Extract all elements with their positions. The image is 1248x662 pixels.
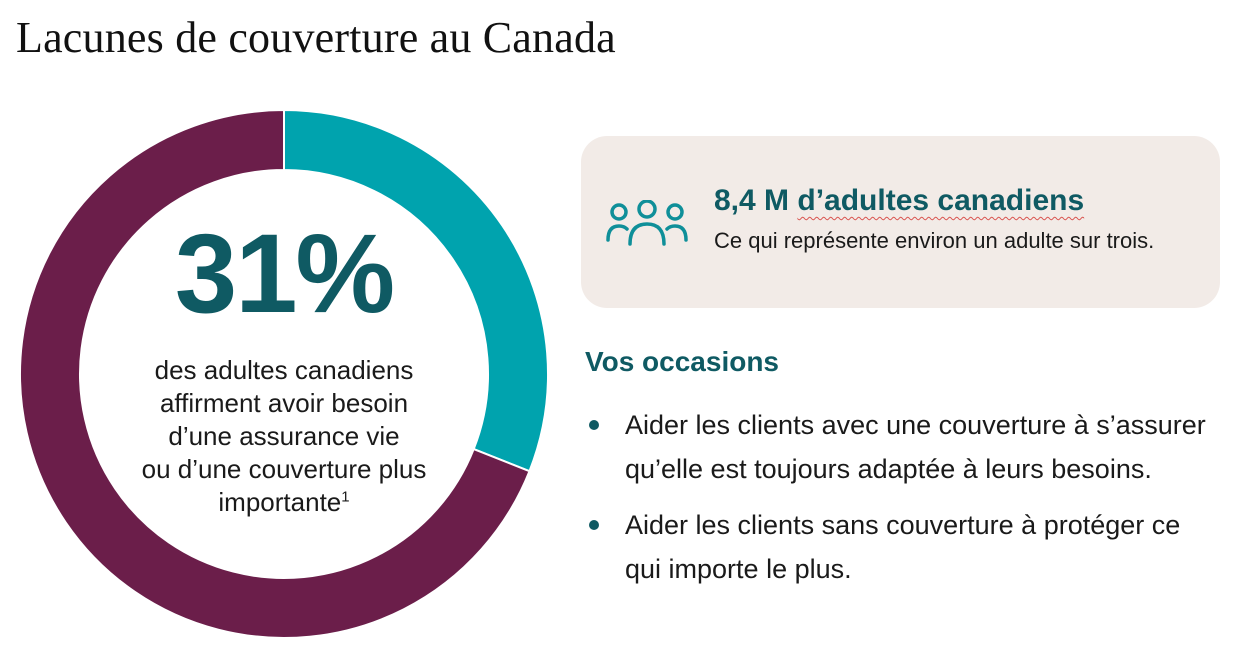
center-line-2: affirment avoir besoin: [159, 388, 409, 418]
donut-svg: [20, 110, 548, 638]
footnote-mark: 1: [341, 488, 350, 506]
stat-value: 8,4 M d’adultes canadiens: [714, 184, 1084, 218]
center-line-1: des adultes canadiens: [154, 355, 414, 385]
list-item-text: Aider les clients sans couverture à prot…: [625, 510, 1181, 584]
center-line-3: d’une assurance vie: [168, 421, 400, 451]
list-item-text: Aider les clients avec une couverture à …: [625, 410, 1206, 484]
center-line-5: importante: [218, 487, 342, 517]
bullet-icon: [589, 420, 599, 430]
list-item: Aider les clients sans couverture à prot…: [585, 503, 1215, 591]
stat-value-number: 8,4 M: [714, 184, 798, 217]
donut-center: 31% des adultes canadiens affirment avoi…: [20, 110, 548, 638]
stat-description: Ce qui représente environ un adulte sur …: [714, 228, 1155, 253]
bullet-icon: [589, 520, 599, 530]
center-line-4: ou d’une couverture plus: [141, 454, 427, 484]
opportunities-list: Aider les clients avec une couverture à …: [585, 403, 1215, 603]
center-percentage: 31%: [174, 211, 395, 336]
page-title: Lacunes de couverture au Canada: [16, 13, 616, 62]
stat-value-label: d’adultes canadiens: [797, 184, 1085, 217]
donut-chart: 31% des adultes canadiens affirment avoi…: [20, 110, 548, 638]
list-item: Aider les clients avec une couverture à …: [585, 403, 1215, 491]
people-group-icon: [606, 200, 688, 246]
center-description: des adultes canadiens affirment avoir be…: [84, 354, 484, 519]
opportunities-heading: Vos occasions: [585, 346, 780, 377]
stat-card: 8,4 M d’adultes canadiens Ce qui représe…: [581, 136, 1220, 308]
donut-slice-2: [20, 110, 531, 638]
